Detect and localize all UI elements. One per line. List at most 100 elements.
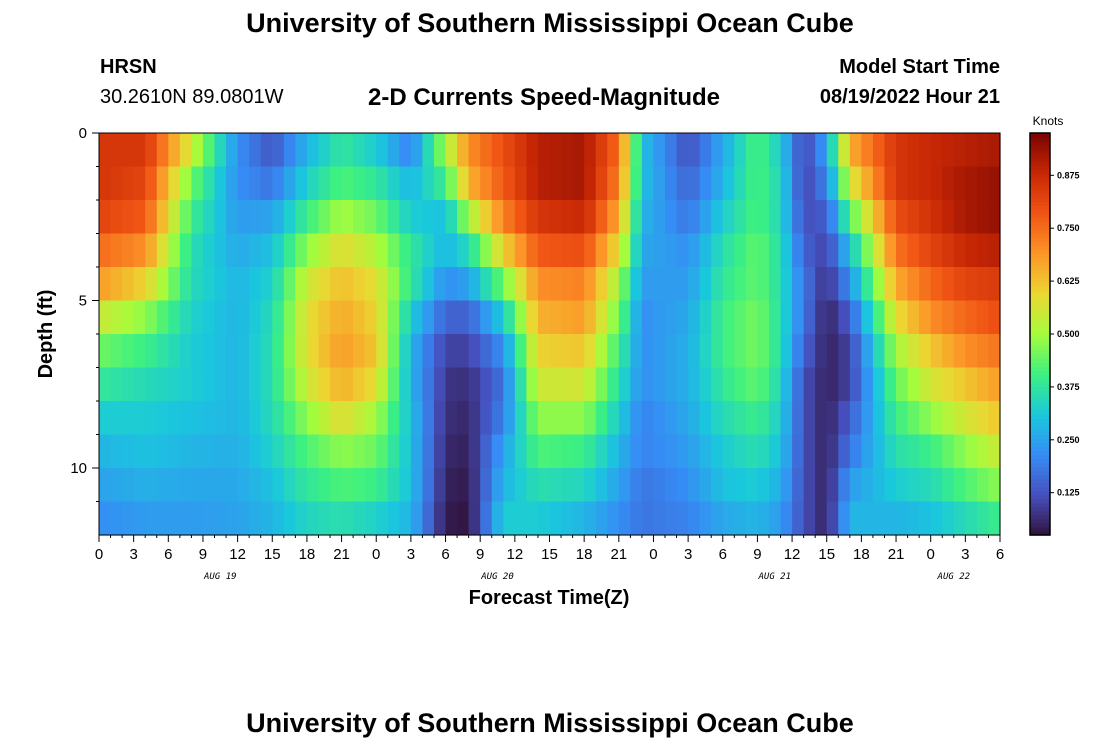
heatmap-cell — [272, 434, 285, 469]
heatmap-cell — [861, 334, 874, 369]
heatmap-cell — [537, 334, 551, 369]
heatmap-cell — [480, 233, 493, 268]
heatmap-cell — [168, 267, 181, 302]
heatmap-cell — [618, 166, 631, 201]
heatmap-cell — [745, 334, 759, 369]
heatmap-cell — [930, 200, 943, 235]
heatmap-cell — [202, 367, 216, 402]
heatmap-cell — [283, 401, 296, 436]
heatmap-cell — [630, 166, 643, 201]
heatmap-cell — [364, 501, 377, 536]
heatmap-cell — [202, 401, 216, 436]
heatmap-cell — [503, 334, 516, 369]
heatmap-cell — [653, 434, 666, 469]
heatmap-cell — [838, 267, 851, 302]
heatmap-cell — [318, 267, 331, 302]
heatmap-cell — [480, 501, 493, 536]
heatmap-cell — [260, 434, 273, 469]
heatmap-cell — [953, 300, 966, 335]
heatmap-cell — [815, 133, 828, 168]
heatmap-cell — [99, 166, 112, 201]
heatmap-cell — [445, 166, 458, 201]
heatmap-cell — [468, 267, 481, 302]
model-start-label: Model Start Time — [839, 56, 1000, 78]
heatmap-cell — [237, 233, 250, 268]
colorbar-band — [1030, 317, 1050, 323]
heatmap-cell — [191, 434, 204, 469]
colorbar-band — [1030, 149, 1050, 154]
heatmap-cell — [803, 501, 816, 536]
heatmap-cell — [422, 501, 435, 536]
heatmap-cell — [849, 233, 862, 268]
heatmap-cell — [145, 300, 158, 335]
heatmap-cells — [99, 133, 1001, 536]
heatmap-cell — [537, 233, 551, 268]
heatmap-cell — [260, 233, 273, 268]
heatmap-cell — [202, 200, 216, 235]
heatmap-cell — [630, 300, 643, 335]
x-tick-label: 0 — [927, 546, 935, 563]
heatmap-cell — [168, 468, 181, 503]
heatmap-cell — [595, 501, 608, 536]
colorbar-band — [1030, 494, 1050, 500]
heatmap-cell — [584, 434, 597, 469]
heatmap-cell — [399, 233, 412, 268]
heatmap-cell — [133, 434, 146, 469]
heatmap-cell — [237, 267, 250, 302]
heatmap-cell — [930, 133, 943, 168]
heatmap-cell — [387, 334, 400, 369]
heatmap-cell — [122, 166, 135, 201]
heatmap-cell — [549, 468, 562, 503]
x-tick-label: 3 — [407, 546, 415, 563]
heatmap-cell — [711, 367, 724, 402]
colorbar-band — [1030, 434, 1050, 440]
heatmap-cell — [792, 233, 805, 268]
heatmap-cell — [387, 401, 400, 436]
heatmap-cell — [433, 367, 447, 402]
heatmap-cell — [653, 501, 666, 536]
heatmap-cell — [445, 133, 458, 168]
heatmap-cell — [191, 233, 204, 268]
heatmap-cell — [942, 200, 955, 235]
heatmap-cell — [965, 367, 978, 402]
heatmap-cell — [318, 401, 331, 436]
colorbar-band — [1030, 358, 1050, 363]
heatmap-cell — [387, 267, 400, 302]
heatmap-cell — [445, 300, 458, 335]
x-tick-label: 3 — [129, 546, 137, 563]
heatmap-cell — [376, 468, 389, 503]
heatmap-cell — [884, 300, 897, 335]
heatmap-cell — [318, 200, 331, 235]
heatmap-cell — [688, 300, 701, 335]
heatmap-cell — [942, 166, 955, 201]
heatmap-cell — [572, 166, 585, 201]
heatmap-cell — [676, 501, 689, 536]
heatmap-cell — [410, 367, 424, 402]
heatmap-cell — [433, 166, 447, 201]
heatmap-cell — [387, 200, 400, 235]
heatmap-cell — [630, 233, 643, 268]
heatmap-cell — [896, 267, 909, 302]
heatmap-cell — [306, 434, 320, 469]
date-label: AUG 22 — [937, 572, 971, 582]
colorbar-band — [1030, 454, 1050, 460]
heatmap-cell — [179, 468, 193, 503]
heatmap-cell — [792, 401, 805, 436]
heatmap-cell — [907, 267, 920, 302]
heatmap-cell — [410, 334, 424, 369]
heatmap-cell — [826, 334, 839, 369]
heatmap-cell — [757, 367, 770, 402]
heatmap-cell — [318, 501, 331, 536]
heatmap-cell — [780, 334, 793, 369]
heatmap-cell — [99, 434, 112, 469]
heatmap-cell — [792, 133, 805, 168]
x-tick-label: 15 — [264, 546, 281, 563]
colorbar-tick-label: 0.625 — [1057, 276, 1080, 286]
colorbar-band — [1030, 161, 1050, 166]
heatmap-cell — [503, 200, 516, 235]
heatmap-cell — [410, 401, 424, 436]
heatmap-cell — [514, 434, 527, 469]
heatmap-cell — [595, 468, 608, 503]
heatmap-cell — [572, 401, 585, 436]
heatmap-cell — [468, 501, 481, 536]
